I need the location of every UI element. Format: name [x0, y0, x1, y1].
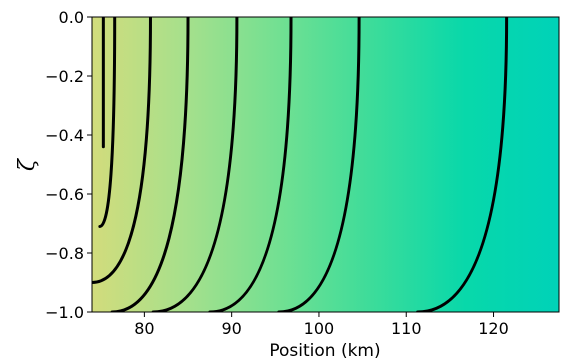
contour-lines: [92, 17, 509, 312]
x-axis: 80 90 100 110 120: [134, 312, 509, 338]
contour-line-5: [151, 17, 239, 312]
contour-line-3: [92, 17, 152, 284]
x-tick-label: 90: [221, 319, 241, 338]
color-field: [92, 17, 559, 312]
y-axis-label: ζ: [15, 157, 40, 171]
contour-line-8: [416, 17, 509, 312]
contour-line-2: [98, 17, 117, 228]
field-fill: [92, 17, 559, 312]
y-tick-label: 0.0: [59, 8, 84, 27]
x-axis-label: Position (km): [269, 341, 380, 361]
x-tick-label: 110: [391, 319, 422, 338]
x-tick-label: 100: [304, 319, 335, 338]
x-tick-label: 120: [478, 319, 509, 338]
y-tick-label: −0.8: [45, 244, 84, 263]
y-tick-label: −1.0: [45, 303, 84, 322]
y-tick-label: −0.6: [45, 185, 84, 204]
contour-line-7: [277, 17, 361, 312]
y-tick-label: −0.4: [45, 126, 84, 145]
y-tick-label: −0.2: [45, 67, 84, 86]
y-axis: 0.0 −0.2 −0.4 −0.6 −0.8 −1.0: [45, 8, 92, 322]
x-tick-label: 80: [134, 319, 154, 338]
contour-line-4: [110, 17, 190, 312]
plot-frame: [91, 16, 560, 313]
contour-line-6: [208, 17, 293, 312]
